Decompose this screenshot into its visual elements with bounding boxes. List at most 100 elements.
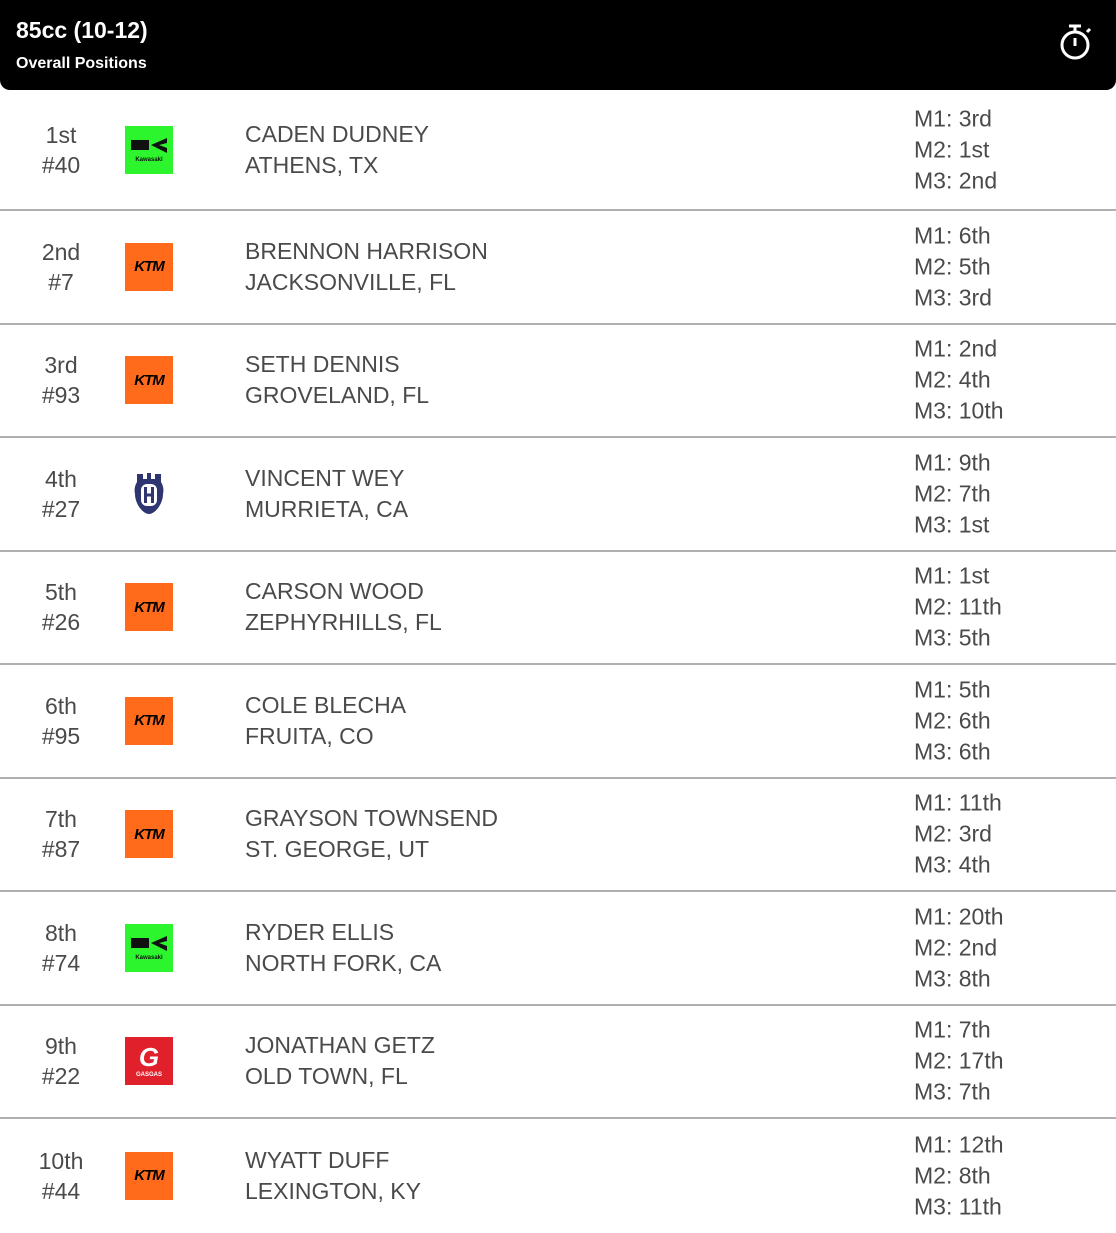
rider-number: #95 <box>41 722 81 749</box>
moto-results: M1: 3rd M2: 1st M3: 2nd <box>914 103 997 196</box>
rider-info: BRENNON HARRISON JACKSONVILLE, FL <box>245 236 488 298</box>
rider-hometown: ATHENS, TX <box>245 151 379 178</box>
moto-results: M1: 5th M2: 6th M3: 6th <box>914 674 991 767</box>
rider-info: COLE BLECHA FRUITA, CO <box>245 690 406 752</box>
rider-row[interactable]: 8th #74 Kawasaki RYDER ELLIS NORTH FORK, CA M… <box>0 892 1116 1006</box>
overall-place: 10th <box>38 1147 84 1174</box>
rider-number: #87 <box>41 836 81 863</box>
moto-results: M1: 11th M2: 3rd M3: 4th <box>914 788 1002 881</box>
moto-result: M1: 6th <box>914 222 991 249</box>
rider-position: 3rd #93 <box>20 350 102 410</box>
kawasaki-logo-icon: Kawasaki <box>125 125 173 174</box>
rider-number: #22 <box>41 1063 81 1090</box>
class-title: 85cc (10-12) <box>16 17 148 43</box>
moto-result: M1: 20th <box>914 903 1004 930</box>
rider-hometown: ZEPHYRHILLS, FL <box>245 609 442 636</box>
class-subtitle: Overall Positions <box>16 55 147 72</box>
rider-position: 1st #40 <box>20 120 102 180</box>
rider-hometown: JACKSONVILLE, FL <box>245 268 456 295</box>
rider-position: 6th #95 <box>20 691 102 751</box>
class-header: 85cc (10-12) Overall Positions <box>0 0 1116 90</box>
rider-name: GRAYSON TOWNSEND <box>245 805 499 832</box>
ktm-logo-icon: KTM <box>125 1151 173 1200</box>
rider-info: SETH DENNIS GROVELAND, FL <box>245 349 429 411</box>
moto-result: M3: 7th <box>914 1078 991 1105</box>
moto-result: M1: 5th <box>914 676 991 703</box>
moto-result: M1: 12th <box>914 1131 1004 1158</box>
rider-info: VINCENT WEY MURRIETA, CA <box>245 463 408 525</box>
moto-result: M1: 7th <box>914 1016 991 1043</box>
rider-hometown: GROVELAND, FL <box>245 382 430 409</box>
moto-result: M3: 2nd <box>914 167 998 193</box>
rider-number: #93 <box>41 382 81 409</box>
rider-row[interactable]: 10th #44 KTM WYATT DUFF LEXINGTON, KY M1: 12t… <box>0 1119 1116 1233</box>
moto-result: M3: 8th <box>914 965 991 992</box>
rider-row[interactable]: 2nd #7 KTM BRENNON HARRISON JACKSONVILLE, FL… <box>0 211 1116 325</box>
rider-info: GRAYSON TOWNSEND ST. GEORGE, UT <box>245 803 498 865</box>
overall-place: 2nd <box>41 238 81 265</box>
moto-results: M1: 12th M2: 8th M3: 11th <box>914 1129 1004 1222</box>
moto-result: M2: 7th <box>914 480 991 507</box>
rider-name: RYDER ELLIS <box>245 918 395 945</box>
rider-hometown: NORTH FORK, CA <box>245 949 442 976</box>
moto-result: M2: 3rd <box>914 820 992 847</box>
rider-row[interactable]: 7th #87 KTM GRAYSON TOWNSEND ST. GEORGE, UT M… <box>0 779 1116 892</box>
moto-results: M1: 7th M2: 17th M3: 7th <box>914 1015 1004 1108</box>
moto-results: M1: 6th M2: 5th M3: 3rd <box>914 220 992 313</box>
rider-position: 8th #74 <box>20 918 102 978</box>
moto-result: M1: 11th <box>914 789 1002 816</box>
rider-row[interactable]: 1st #40 Kawasaki CADEN DUDNEY ATHENS, TX M1: … <box>0 90 1116 211</box>
rider-number: #40 <box>41 151 81 178</box>
moto-result: M3: 11th <box>914 1193 1002 1220</box>
moto-result: M2: 5th <box>914 253 991 280</box>
moto-results: M1: 1st M2: 11th M3: 5th <box>914 561 1002 654</box>
moto-result: M1: 3rd <box>914 105 992 131</box>
moto-result: M1: 1st <box>914 562 990 589</box>
moto-result: M3: 4th <box>914 851 991 878</box>
rider-position: 2nd #7 <box>20 237 102 297</box>
rider-name: WYATT DUFF <box>245 1146 390 1173</box>
overall-place: 8th <box>45 919 77 946</box>
rider-position: 5th #26 <box>20 577 102 637</box>
overall-place: 6th <box>45 692 77 719</box>
rider-info: RYDER ELLIS NORTH FORK, CA <box>245 917 441 979</box>
rider-info: WYATT DUFF LEXINGTON, KY <box>245 1145 421 1207</box>
rider-row[interactable]: 6th #95 KTM COLE BLECHA FRUITA, CO M1: 5th M2:… <box>0 665 1116 779</box>
moto-results: M1: 2nd M2: 4th M3: 10th <box>914 334 1004 427</box>
stopwatch-icon[interactable] <box>1056 22 1094 62</box>
moto-result: M1: 9th <box>914 449 991 476</box>
rider-hometown: OLD TOWN, FL <box>245 1063 408 1090</box>
rider-name: BRENNON HARRISON <box>245 237 488 264</box>
overall-place: 1st <box>45 121 77 148</box>
overall-place: 4th <box>45 465 77 492</box>
rider-number: #74 <box>41 949 81 976</box>
rider-info: JONATHAN GETZ OLD TOWN, FL <box>245 1030 435 1092</box>
moto-result: M2: 6th <box>914 707 991 734</box>
rider-name: CADEN DUDNEY <box>245 120 430 147</box>
ktm-logo-icon: KTM <box>125 696 173 745</box>
rider-row[interactable]: 3rd #93 KTM SETH DENNIS GROVELAND, FL M1: 2nd… <box>0 325 1116 438</box>
gasgas-logo-icon: G GASGAS <box>125 1037 173 1086</box>
moto-result: M2: 8th <box>914 1162 991 1189</box>
rider-number: #7 <box>48 268 74 295</box>
moto-result: M2: 4th <box>914 366 991 393</box>
rider-number: #27 <box>41 495 81 522</box>
moto-result: M2: 17th <box>914 1047 1004 1074</box>
moto-result: M3: 1st <box>914 511 990 538</box>
rider-row[interactable]: 9th #22 G GASGAS JONATHAN GETZ OLD TOWN, FL M1… <box>0 1006 1116 1119</box>
rider-name: CARSON WOOD <box>245 578 424 605</box>
moto-result: M1: 2nd <box>914 335 998 362</box>
moto-result: M3: 6th <box>914 738 991 765</box>
rider-position: 4th #27 <box>20 464 102 524</box>
husqvarna-logo-icon <box>125 470 173 518</box>
ktm-logo-icon: KTM <box>125 356 173 405</box>
rider-row[interactable]: 5th #26 KTM CARSON WOOD ZEPHYRHILLS, FL M1: 1… <box>0 552 1116 665</box>
rider-info: CADEN DUDNEY ATHENS, TX <box>245 119 429 181</box>
rider-name: JONATHAN GETZ <box>245 1032 435 1059</box>
ktm-logo-icon: KTM <box>125 810 173 859</box>
results-list: 1st #40 Kawasaki CADEN DUDNEY ATHENS, TX M1: … <box>0 90 1116 1233</box>
moto-result: M3: 3rd <box>914 284 992 311</box>
overall-place: 5th <box>45 579 77 606</box>
overall-place: 3rd <box>44 352 78 379</box>
rider-row[interactable]: 4th #27 VINCENT WEY MURRIETA, CA M1: 9th M2: … <box>0 438 1116 552</box>
